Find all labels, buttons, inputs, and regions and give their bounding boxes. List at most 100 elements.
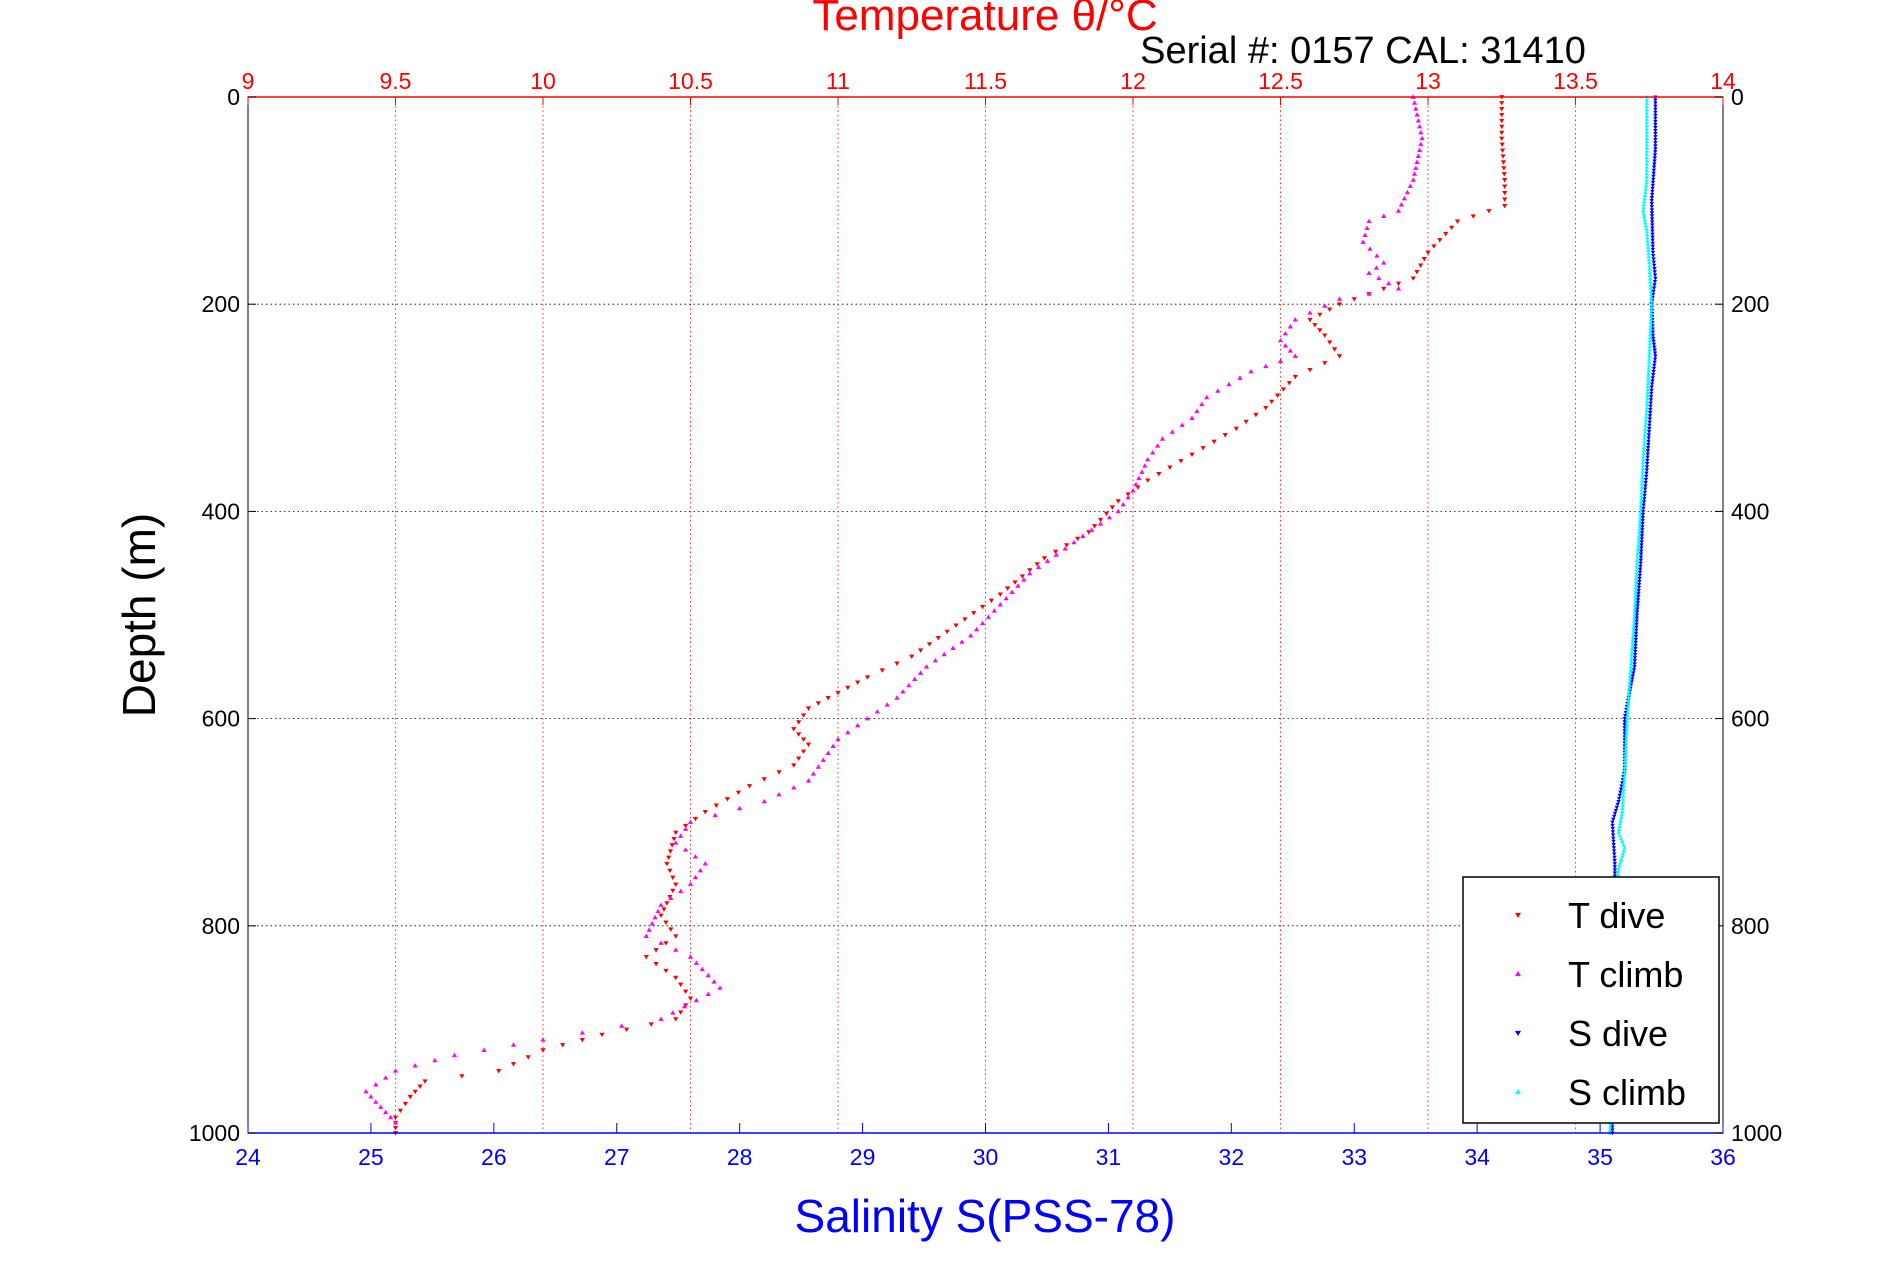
data-point — [1637, 570, 1643, 575]
data-point — [1646, 433, 1652, 438]
data-point — [1167, 465, 1173, 470]
data-point — [1351, 297, 1357, 302]
data-point — [1327, 307, 1333, 312]
data-point — [1645, 393, 1650, 398]
data-point — [1636, 589, 1641, 593]
data-point — [1287, 348, 1293, 353]
data-point — [1280, 387, 1287, 392]
data-point — [979, 620, 986, 626]
data-point — [825, 750, 831, 755]
data-point — [1502, 197, 1508, 202]
data-point — [1622, 759, 1628, 763]
data-point — [678, 833, 684, 838]
data-point — [1612, 862, 1618, 866]
data-point — [1611, 839, 1616, 844]
data-point — [1159, 436, 1166, 441]
data-point — [835, 690, 841, 696]
data-point — [1647, 273, 1653, 278]
data-point — [1622, 720, 1627, 724]
data-point — [1021, 577, 1027, 582]
data-point — [1648, 286, 1653, 290]
data-point — [1652, 159, 1657, 164]
data-point — [1649, 298, 1654, 303]
data-point — [1646, 359, 1652, 364]
data-point — [1622, 723, 1627, 727]
data-point — [1649, 311, 1654, 315]
data-point — [1628, 667, 1633, 672]
data-point — [1644, 145, 1649, 150]
data-point — [1650, 244, 1655, 249]
data-point — [1646, 369, 1651, 373]
data-point — [1638, 515, 1643, 520]
data-point — [1395, 208, 1402, 213]
data-point — [510, 1062, 517, 1067]
data-point — [670, 875, 676, 881]
data-point — [1204, 394, 1210, 400]
data-point — [1052, 549, 1059, 555]
data-point — [1610, 1125, 1615, 1130]
data-point — [1639, 484, 1645, 489]
data-point — [1502, 191, 1508, 196]
data-point — [705, 991, 711, 996]
data-point — [1650, 373, 1656, 377]
data-point — [1649, 205, 1655, 209]
data-point — [1638, 567, 1643, 572]
data-point — [1616, 869, 1621, 874]
data-point — [1307, 317, 1313, 323]
data-point — [1620, 851, 1626, 856]
data-point — [1652, 283, 1657, 287]
data-point — [1632, 615, 1637, 620]
data-point — [1621, 842, 1626, 847]
data-point — [1632, 659, 1637, 663]
data-point — [682, 847, 689, 852]
data-point — [1608, 1124, 1613, 1129]
data-point — [1637, 518, 1643, 523]
data-point — [1648, 326, 1653, 331]
data-point — [1640, 509, 1646, 514]
data-point — [525, 1055, 531, 1060]
data-point — [1635, 598, 1641, 602]
data-point — [1629, 677, 1635, 682]
data-point — [1499, 118, 1505, 124]
data-point — [1634, 613, 1640, 618]
data-point — [1643, 417, 1649, 422]
data-point — [378, 1104, 384, 1109]
data-point — [1638, 561, 1643, 566]
data-point — [1401, 195, 1407, 201]
data-point — [1633, 591, 1638, 596]
data-point — [1622, 774, 1627, 779]
data-point — [363, 1088, 369, 1094]
data-point — [1644, 161, 1649, 166]
data-point — [1624, 719, 1630, 724]
data-point — [1154, 443, 1161, 448]
data-point — [1641, 445, 1647, 449]
data-point — [1199, 401, 1205, 407]
data-point — [1634, 619, 1639, 624]
data-point — [1632, 606, 1637, 611]
data-point — [1331, 347, 1338, 352]
data-point — [1109, 505, 1115, 510]
data-point — [1632, 612, 1637, 617]
data-point — [1633, 640, 1638, 645]
data-point — [1653, 147, 1658, 151]
data-point — [1639, 481, 1645, 486]
data-point — [1644, 139, 1649, 144]
data-point — [1652, 153, 1658, 158]
data-point — [1381, 213, 1387, 218]
legend-label-t-climb: T climb — [1568, 954, 1683, 995]
data-point — [1644, 408, 1649, 413]
data-point — [1418, 141, 1424, 147]
data-point — [1639, 549, 1644, 554]
data-point — [1637, 573, 1642, 578]
data-point — [1612, 852, 1617, 857]
data-point — [997, 592, 1003, 597]
data-point — [1366, 218, 1372, 224]
data-point — [761, 777, 767, 782]
data-point — [1638, 506, 1643, 510]
data-point — [864, 716, 871, 721]
data-point — [1646, 365, 1651, 370]
data-point — [1307, 310, 1313, 315]
data-point — [1623, 714, 1628, 718]
data-point — [1631, 618, 1637, 623]
data-point — [1638, 500, 1644, 504]
